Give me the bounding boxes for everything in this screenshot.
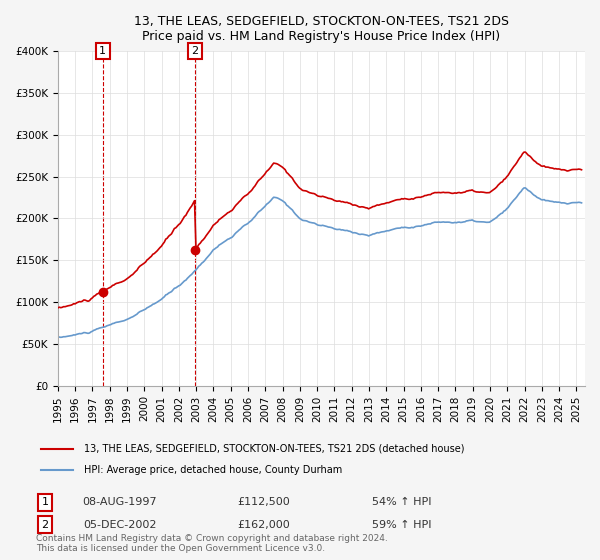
Text: £112,500: £112,500 xyxy=(238,497,290,507)
Text: 08-AUG-1997: 08-AUG-1997 xyxy=(83,497,157,507)
Text: 54% ↑ HPI: 54% ↑ HPI xyxy=(372,497,432,507)
Text: 05-DEC-2002: 05-DEC-2002 xyxy=(83,520,157,530)
Text: HPI: Average price, detached house, County Durham: HPI: Average price, detached house, Coun… xyxy=(83,465,342,474)
Text: 2: 2 xyxy=(41,520,49,530)
Title: 13, THE LEAS, SEDGEFIELD, STOCKTON-ON-TEES, TS21 2DS
Price paid vs. HM Land Regi: 13, THE LEAS, SEDGEFIELD, STOCKTON-ON-TE… xyxy=(134,15,509,43)
Text: 2: 2 xyxy=(191,46,198,56)
Text: 1: 1 xyxy=(41,497,49,507)
Text: £162,000: £162,000 xyxy=(238,520,290,530)
Text: Contains HM Land Registry data © Crown copyright and database right 2024.
This d: Contains HM Land Registry data © Crown c… xyxy=(36,534,388,553)
Text: 1: 1 xyxy=(99,46,106,56)
Text: 13, THE LEAS, SEDGEFIELD, STOCKTON-ON-TEES, TS21 2DS (detached house): 13, THE LEAS, SEDGEFIELD, STOCKTON-ON-TE… xyxy=(83,444,464,454)
Text: 59% ↑ HPI: 59% ↑ HPI xyxy=(372,520,432,530)
